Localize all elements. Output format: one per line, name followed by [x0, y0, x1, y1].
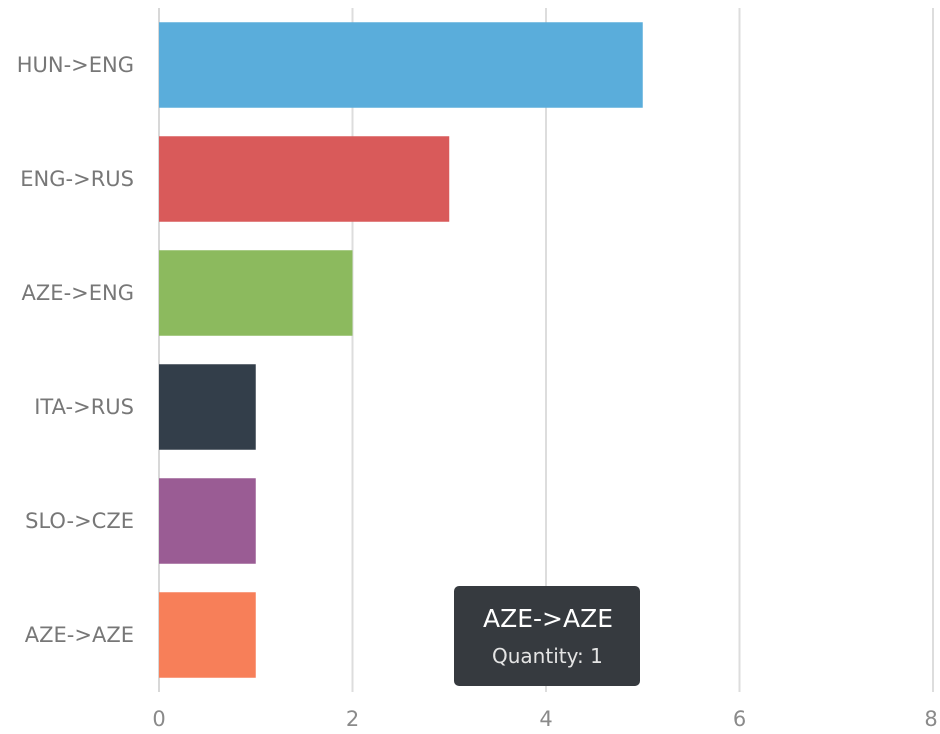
x-tick-label: 6 [733, 707, 746, 731]
x-tick-label: 2 [346, 707, 359, 731]
tooltip-body: Quantity: 1 [492, 644, 603, 668]
bar-eng-rus[interactable] [159, 136, 450, 222]
bar-aze-aze[interactable] [159, 592, 256, 678]
category-label: HUN->ENG [17, 53, 134, 77]
bars [159, 22, 643, 678]
x-tick-labels: 0 2 4 6 8 [152, 707, 937, 731]
x-tick-label: 4 [539, 707, 552, 731]
category-label: SLO->CZE [25, 509, 134, 533]
bar-ita-rus[interactable] [159, 364, 256, 450]
bar-aze-eng[interactable] [159, 250, 353, 336]
category-label: ENG->RUS [20, 167, 134, 191]
x-tick-label: 8 [924, 707, 937, 731]
category-label: AZE->ENG [22, 281, 134, 305]
category-labels: HUN->ENG ENG->RUS AZE->ENG ITA->RUS SLO->CZE… [17, 53, 134, 647]
x-tick-label: 0 [152, 707, 165, 731]
bar-slo-cze[interactable] [159, 478, 256, 564]
bar-hun-eng[interactable] [159, 22, 643, 108]
tooltip-title: AZE->AZE [483, 604, 614, 633]
chart-tooltip: AZE->AZE Quantity: 1 [454, 586, 640, 686]
category-label: ITA->RUS [34, 395, 134, 419]
category-label: AZE->AZE [25, 623, 134, 647]
gridlines [158, 8, 934, 692]
